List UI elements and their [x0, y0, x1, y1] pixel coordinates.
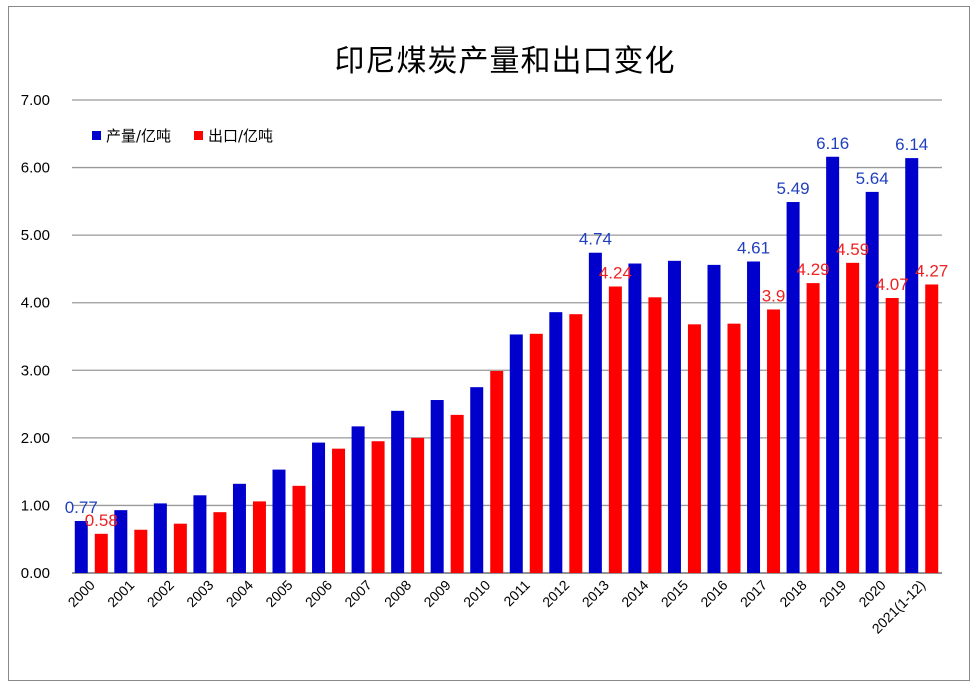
legend-label: 出口/亿吨 [208, 127, 273, 145]
bar-production-2009 [430, 400, 444, 573]
bar-production-2000 [74, 520, 88, 573]
bars [74, 156, 939, 574]
y-tick-label: 0.00 [21, 565, 50, 582]
bar-production-2006 [312, 442, 326, 573]
y-tick-label: 4.00 [21, 295, 50, 312]
x-tick-label: 2004 [223, 577, 256, 610]
x-tick-label: 2005 [262, 577, 295, 610]
bar-export-2001 [134, 529, 148, 573]
bar-export-2009 [450, 414, 464, 573]
bar-export-2017 [767, 309, 781, 573]
bar-production-2015 [667, 260, 681, 573]
x-tick-label: 2011 [500, 577, 533, 610]
data-label: 4.74 [579, 230, 612, 249]
legend-swatch [194, 131, 203, 140]
bar-export-2020 [885, 297, 899, 573]
legend: 产量/亿吨 出口/亿吨 [92, 127, 273, 145]
bar-production-2014 [628, 263, 642, 573]
bar-production-2018 [786, 202, 800, 574]
x-tick-label: 2013 [579, 577, 612, 610]
bar-export-2021(1-12) [925, 284, 939, 573]
bar-production-2007 [351, 426, 365, 573]
data-label: 0.58 [85, 511, 118, 530]
x-tick-label: 2007 [341, 577, 374, 610]
data-label: 0.77 [65, 498, 98, 517]
x-tick-label: 2015 [658, 577, 691, 610]
bar-production-2008 [391, 410, 405, 573]
bar-export-2000 [94, 533, 108, 573]
y-tick-label: 1.00 [21, 497, 50, 514]
bar-production-2011 [509, 334, 523, 573]
x-tick-label: 2010 [460, 577, 493, 610]
legend-swatch [92, 131, 101, 140]
legend-label: 产量/亿吨 [106, 127, 171, 145]
bar-production-2005 [272, 469, 286, 573]
bar-export-2007 [371, 441, 385, 573]
x-tick-label: 2000 [65, 577, 98, 610]
x-tick-label: 2012 [539, 577, 572, 610]
bar-export-2014 [648, 297, 662, 573]
data-labels: 0.77 4.74 4.61 5.49 6.16 5.64 6.14 0.58 4.24 3.9 4… [65, 134, 949, 530]
bar-production-2020 [865, 191, 879, 573]
bar-export-2016 [727, 323, 741, 573]
bar-production-2003 [193, 495, 207, 573]
x-tick-label: 2020 [855, 577, 888, 610]
y-tick-label: 2.00 [21, 430, 50, 447]
bar-export-2015 [687, 324, 701, 573]
data-label: 4.59 [836, 240, 869, 259]
y-tick-label: 6.00 [21, 160, 50, 177]
bar-production-2021(1-12) [905, 158, 919, 573]
x-tick-label: 2019 [816, 577, 849, 610]
x-tick-label: 2003 [183, 577, 216, 610]
bar-production-2002 [153, 503, 167, 573]
bar-export-2006 [332, 448, 346, 573]
bar-export-2004 [252, 501, 266, 573]
bar-export-2003 [213, 512, 227, 573]
y-tick-label: 3.00 [21, 362, 50, 379]
data-label: 5.64 [856, 169, 889, 188]
x-tick-label: 2018 [776, 577, 809, 610]
data-label: 4.29 [797, 260, 830, 279]
x-tick-label: 2008 [381, 577, 414, 610]
bar-export-2019 [846, 262, 860, 573]
data-label: 3.9 [762, 286, 786, 305]
data-label: 4.27 [915, 261, 948, 280]
data-label: 4.24 [599, 263, 632, 282]
bar-production-2019 [826, 156, 840, 573]
data-label: 4.07 [876, 275, 909, 294]
bar-export-2011 [529, 333, 543, 573]
x-tick-label: 2017 [737, 577, 770, 610]
bar-production-2001 [114, 510, 128, 573]
chart-title: 印尼煤炭产量和出口变化 [334, 44, 676, 79]
x-tick-label: 2001 [104, 577, 137, 610]
y-tick-label: 5.00 [21, 227, 50, 244]
data-label: 6.16 [816, 134, 849, 153]
bar-export-2013 [608, 286, 622, 573]
data-label: 4.61 [737, 238, 770, 257]
bar-production-2017 [747, 261, 761, 573]
x-tick-label: 2009 [420, 577, 453, 610]
x-tick-label: 2016 [697, 577, 730, 610]
bar-export-2005 [292, 485, 306, 573]
bar-production-2016 [707, 264, 721, 573]
x-tick-label: 2006 [302, 577, 335, 610]
bar-export-2010 [490, 370, 504, 573]
bar-export-2002 [173, 523, 187, 573]
bar-export-2008 [411, 437, 425, 573]
bar-export-2012 [569, 314, 583, 573]
x-axis: 2000 2001 2002 2003 2004 2005 2006 2007 2008 2009… [65, 577, 929, 637]
x-tick-label: 2014 [618, 577, 651, 610]
bar-production-2004 [232, 483, 246, 573]
y-axis: 0.00 1.00 2.00 3.00 4.00 5.00 6.00 7.00 [21, 92, 50, 582]
data-label: 6.14 [895, 135, 928, 154]
bar-export-2018 [806, 283, 820, 573]
y-tick-label: 7.00 [21, 92, 50, 109]
bar-production-2010 [470, 387, 484, 573]
bar-production-2013 [588, 252, 602, 573]
bar-production-2012 [549, 312, 563, 573]
x-tick-label: 2002 [144, 577, 177, 610]
data-label: 5.49 [777, 179, 810, 198]
